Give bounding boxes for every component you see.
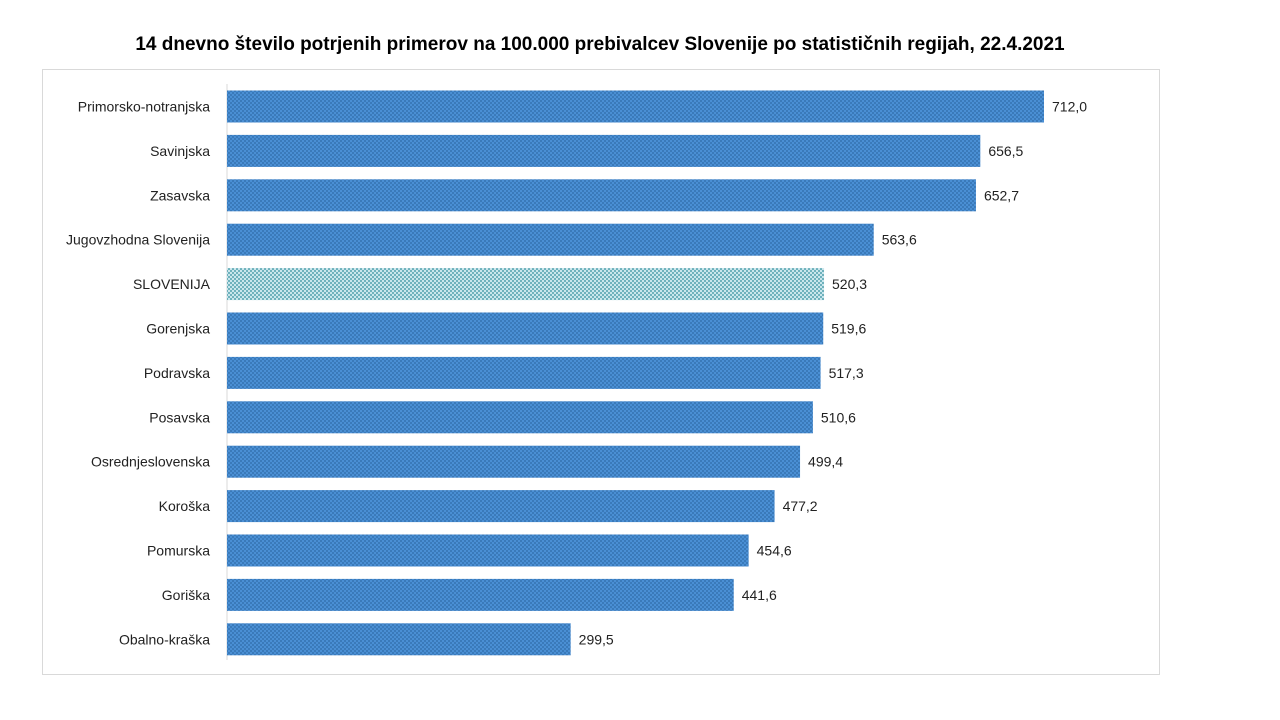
bar bbox=[227, 312, 824, 345]
category-label: Gorenjska bbox=[146, 321, 210, 337]
category-label: Savinjska bbox=[150, 143, 210, 159]
bar bbox=[227, 179, 976, 212]
value-label: 477,2 bbox=[783, 498, 818, 514]
bar-highlight bbox=[227, 268, 825, 301]
value-label: 510,6 bbox=[821, 409, 856, 425]
category-label: Posavska bbox=[149, 409, 210, 425]
bar bbox=[227, 534, 749, 567]
category-label: Zasavska bbox=[150, 187, 210, 203]
bar bbox=[227, 578, 734, 611]
category-label: Goriška bbox=[162, 587, 210, 603]
category-label: Obalno-kraška bbox=[119, 631, 210, 647]
value-label: 563,6 bbox=[882, 232, 917, 248]
category-label: Osrednjeslovenska bbox=[91, 454, 210, 470]
value-label: 299,5 bbox=[579, 631, 614, 647]
value-label: 520,3 bbox=[832, 276, 867, 292]
bar bbox=[227, 223, 874, 256]
value-label: 454,6 bbox=[757, 543, 792, 559]
chart-title: 14 dnevno število potrjenih primerov na … bbox=[135, 34, 1065, 55]
category-label: Jugovzhodna Slovenija bbox=[66, 232, 210, 248]
category-label: Pomurska bbox=[147, 543, 210, 559]
value-label: 519,6 bbox=[831, 321, 866, 337]
value-label: 441,6 bbox=[742, 587, 777, 603]
bar bbox=[227, 90, 1044, 123]
bar bbox=[227, 356, 821, 389]
bar bbox=[227, 623, 571, 656]
value-label: 712,0 bbox=[1052, 99, 1087, 115]
value-label: 499,4 bbox=[808, 454, 843, 470]
bar bbox=[227, 401, 813, 434]
value-label: 517,3 bbox=[829, 365, 864, 381]
bar bbox=[227, 490, 775, 523]
bar bbox=[227, 445, 801, 478]
category-label: SLOVENIJA bbox=[133, 276, 211, 292]
bar bbox=[227, 134, 981, 167]
value-label: 652,7 bbox=[984, 187, 1019, 203]
value-label: 656,5 bbox=[988, 143, 1023, 159]
category-label: Koroška bbox=[159, 498, 211, 514]
category-label: Podravska bbox=[144, 365, 210, 381]
category-label: Primorsko-notranjska bbox=[78, 99, 210, 115]
